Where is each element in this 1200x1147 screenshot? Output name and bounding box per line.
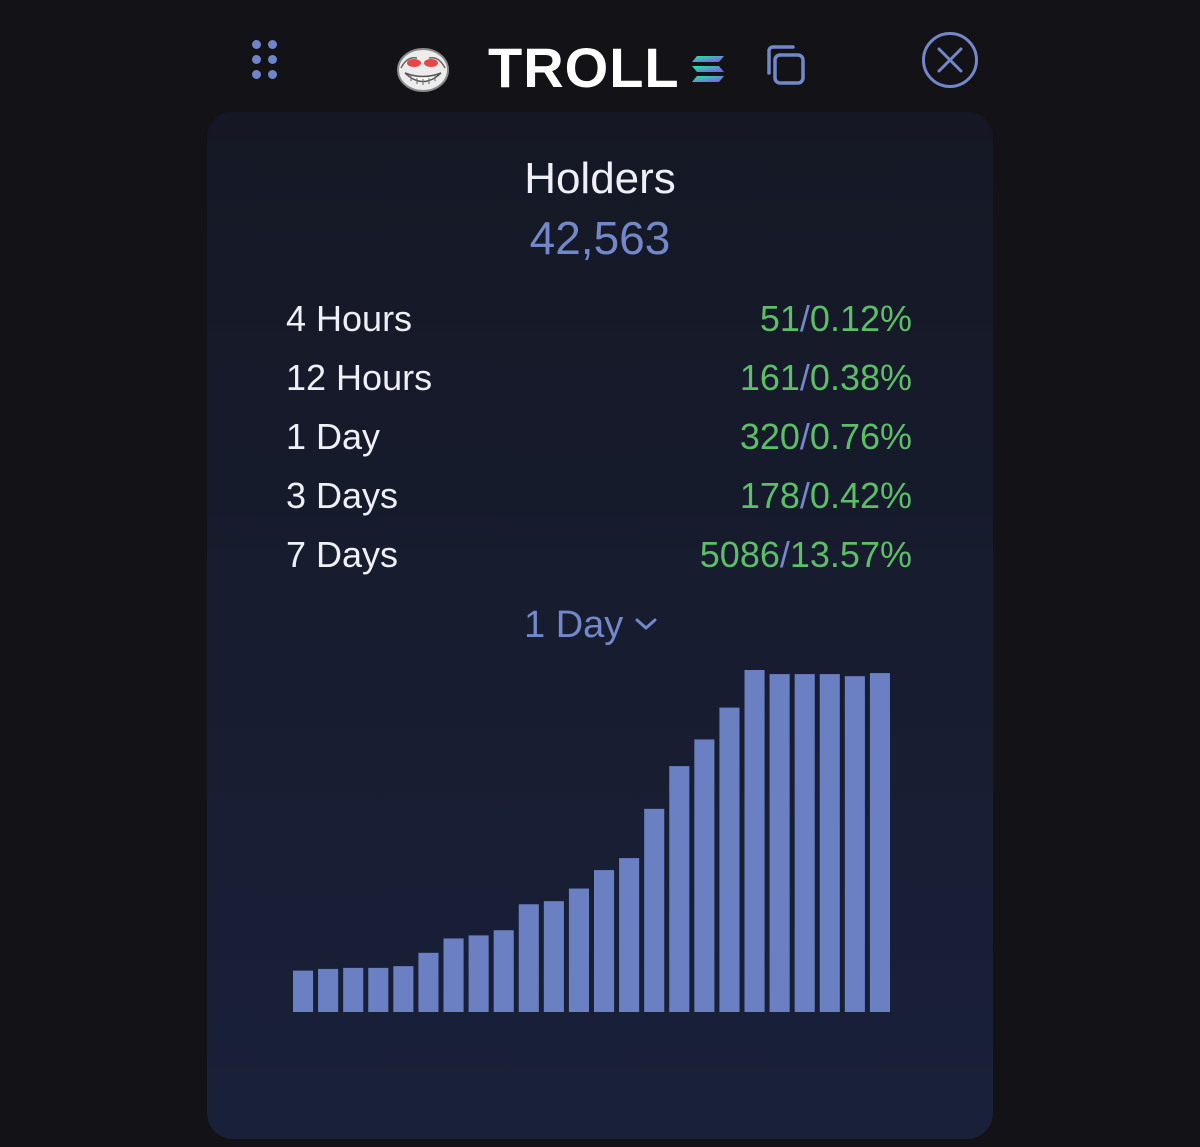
chart-bar[interactable]: [769, 674, 790, 1012]
stat-percent: 13.57%: [789, 534, 912, 575]
stat-label: 1 Day: [286, 416, 381, 457]
stat-percent: 0.12%: [809, 298, 912, 339]
chart-bar[interactable]: [318, 968, 339, 1012]
stat-separator: /: [799, 416, 810, 457]
chart-bar[interactable]: [418, 952, 439, 1012]
stat-label: 12 Hours: [286, 357, 433, 398]
chart-bar[interactable]: [869, 673, 890, 1012]
holder-change-stats: 4 Hours 51/0.12% 12 Hours 161/0.38% 1 Day 320…: [286, 293, 912, 588]
stat-percent: 0.38%: [809, 357, 912, 398]
stat-count: 320: [739, 416, 800, 457]
stat-value: 161/0.38%: [740, 352, 912, 404]
widget-header: TROLL: [0, 0, 1200, 130]
stat-percent: 0.42%: [809, 475, 912, 516]
chart-bar[interactable]: [694, 739, 715, 1012]
chart-bar[interactable]: [719, 707, 740, 1012]
chart-bar[interactable]: [819, 674, 840, 1012]
chart-bar[interactable]: [644, 808, 665, 1012]
stat-row: 1 Day 320/0.76%: [286, 411, 912, 470]
stat-label: 3 Days: [286, 475, 399, 516]
stat-separator: /: [799, 298, 810, 339]
chart-bar[interactable]: [568, 888, 589, 1012]
stat-label: 4 Hours: [286, 298, 413, 339]
chart-bar[interactable]: [293, 970, 314, 1012]
chart-bar[interactable]: [393, 966, 414, 1012]
stat-value: 320/0.76%: [740, 411, 912, 463]
stat-separator: /: [779, 534, 790, 575]
chart-bar[interactable]: [493, 930, 514, 1012]
holders-bar-chart: [293, 670, 890, 1012]
chart-bar[interactable]: [518, 904, 539, 1012]
chart-bar[interactable]: [619, 858, 640, 1012]
stat-row: 3 Days 178/0.42%: [286, 470, 912, 529]
chart-bar[interactable]: [844, 676, 865, 1012]
stat-value: 5086/13.57%: [700, 529, 912, 581]
period-select[interactable]: 1 Day: [524, 598, 659, 652]
copy-icon[interactable]: [762, 42, 808, 88]
stat-separator: /: [799, 357, 810, 398]
stat-separator: /: [799, 475, 810, 516]
stat-row: 4 Hours 51/0.12%: [286, 293, 912, 352]
holders-title: Holders: [524, 154, 676, 203]
troll-face-icon: [395, 46, 451, 94]
stat-count: 51: [759, 298, 800, 339]
stat-label: 7 Days: [286, 534, 399, 575]
stat-row: 12 Hours 161/0.38%: [286, 352, 912, 411]
token-name: TROLL: [488, 36, 680, 99]
holders-count: 42,563: [529, 212, 671, 264]
chart-bar[interactable]: [744, 670, 765, 1012]
stat-value: 178/0.42%: [740, 470, 912, 522]
chevron-down-icon: [635, 618, 657, 630]
chart-bar[interactable]: [794, 674, 815, 1012]
period-select-value: 1 Day: [524, 604, 624, 646]
chart-bar[interactable]: [543, 901, 564, 1012]
chart-bar[interactable]: [468, 935, 489, 1012]
chart-bar[interactable]: [368, 967, 389, 1012]
stat-count: 161: [739, 357, 800, 398]
chart-bar[interactable]: [669, 766, 690, 1012]
close-icon[interactable]: [920, 30, 980, 90]
chart-bar[interactable]: [594, 870, 615, 1012]
chart-bar[interactable]: [343, 967, 364, 1012]
drag-handle-icon[interactable]: [247, 38, 283, 86]
solana-icon: [690, 54, 726, 84]
stat-percent: 0.76%: [809, 416, 912, 457]
chart-bar[interactable]: [443, 938, 464, 1012]
stat-count: 5086: [699, 534, 780, 575]
stat-value: 51/0.12%: [760, 293, 912, 345]
stat-count: 178: [739, 475, 800, 516]
stat-row: 7 Days 5086/13.57%: [286, 529, 912, 588]
